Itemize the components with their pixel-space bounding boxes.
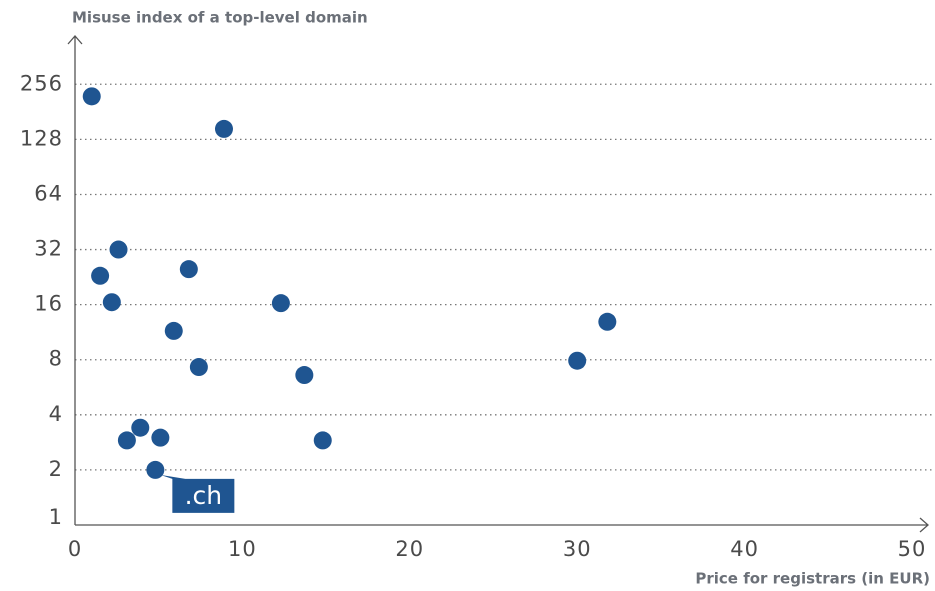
data-point — [164, 321, 183, 340]
data-point — [214, 119, 233, 138]
y-tick-label: 1 — [49, 505, 63, 529]
data-point — [82, 87, 101, 106]
x-tick-label: 50 — [898, 537, 927, 561]
data-point — [313, 431, 332, 450]
data-point — [598, 312, 617, 331]
y-tick-label: 16 — [34, 292, 63, 316]
data-point — [295, 366, 314, 385]
data-point — [189, 358, 208, 377]
axes — [67, 35, 929, 533]
data-point — [102, 293, 121, 312]
x-axis-title: Price for registrars (in EUR) — [695, 570, 930, 588]
data-point — [91, 266, 110, 285]
x-tick-label: 40 — [730, 537, 759, 561]
data-point — [117, 431, 136, 450]
data-point — [109, 240, 128, 259]
x-tick-label: 0 — [68, 537, 82, 561]
annotation-label: .ch — [185, 481, 223, 510]
y-tick-label: 64 — [34, 181, 63, 205]
data-point — [151, 428, 170, 447]
x-tick-label: 30 — [563, 537, 592, 561]
data-point — [179, 260, 198, 279]
data-point — [131, 418, 150, 437]
y-tick-label: 256 — [20, 71, 63, 95]
x-tick-label: 20 — [395, 537, 424, 561]
y-tick-label: 8 — [49, 347, 63, 371]
x-tick-label: 10 — [228, 537, 257, 561]
y-axis-title: Misuse index of a top-level domain — [72, 9, 368, 27]
data-point — [146, 460, 165, 479]
data-point — [271, 294, 290, 313]
y-tick-label: 4 — [49, 402, 63, 426]
data-point — [568, 351, 587, 370]
y-tick-label: 128 — [20, 126, 63, 150]
y-tick-label: 32 — [34, 237, 63, 261]
annotation-pointer — [160, 474, 235, 513]
y-tick-label: 2 — [49, 457, 63, 481]
